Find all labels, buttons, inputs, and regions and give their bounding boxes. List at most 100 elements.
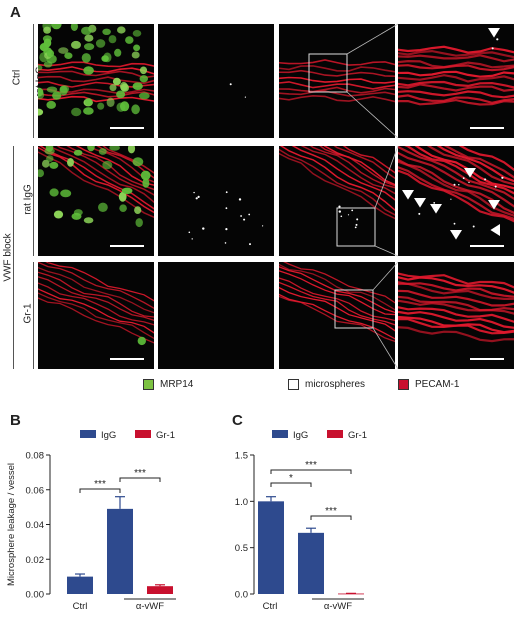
row-bracket-rat-igg [33,146,34,256]
mrp14-cell [43,26,51,34]
vessel-strand [398,90,514,99]
y-tick-label: 0.00 [26,590,45,601]
microsphere-dot [191,238,193,240]
mrp14-cell [38,90,45,100]
bar-gr-1-vwf [147,586,173,594]
vessel-strand [279,263,395,311]
vessel-strand [398,282,514,301]
zoom-connector-line [346,23,399,55]
y-tick-label: 0.02 [26,555,45,566]
vessel-strand [436,146,514,183]
mrp14-cell [81,53,91,63]
mrp14-cell [81,26,92,35]
mrp14-cell [87,146,95,152]
mrp14-cell [137,336,146,346]
micrograph-r1-c4 [398,24,514,138]
arrowhead-marker [450,230,462,240]
microsphere-dot [501,176,504,179]
mrp14-cell [38,108,44,116]
mrp14-cell [46,86,58,93]
microsphere-dot [472,225,475,228]
mrp14-cell [116,102,126,112]
legend-swatch-mrp14 [143,379,154,390]
vessel-strand [398,169,514,223]
mrp14-cell [42,159,50,168]
microsphere-dot [494,185,497,188]
mrp14-cell [131,51,140,59]
vessel-strand [398,326,514,343]
panel-c-letter: C [232,412,243,429]
micrograph-r2-c2 [158,146,274,256]
mrp14-cell [138,92,150,100]
microsphere-dot [351,209,354,212]
arrowhead-marker [414,198,426,208]
microsphere-dot [202,227,205,230]
arrowhead-marker [490,224,500,236]
arrowhead-marker [488,28,500,38]
mrp14-cell [125,36,134,44]
bar-igg-ctrl [258,501,284,594]
mrp14-cell [112,77,121,86]
legend-swatch-gr1 [327,430,343,438]
microsphere-dot [338,210,341,213]
mrp14-cell [51,24,62,30]
legend-pecam1: PECAM-1 [398,379,459,390]
microsphere-dot [418,212,421,215]
mrp14-cell [60,189,72,198]
mrp14-cell [84,97,93,106]
vessel-strand [279,295,395,343]
vessel-strand [398,70,514,78]
vessel-strand [398,160,514,217]
vessel-strand [319,146,395,187]
y-tick-label: 0.5 [235,543,248,554]
vessel-strand [279,76,395,84]
vessel-strand [398,45,514,54]
mrp14-cell [84,34,94,42]
x-label-ctrl: Ctrl [263,601,278,612]
microsphere-dot [229,83,232,86]
microsphere-dot [491,47,494,50]
mrp14-cell [46,100,56,109]
zoom-connector-line [374,245,399,257]
mrp14-cell [132,157,144,167]
vessel-strand [39,146,154,210]
mrp14-cell [71,107,82,117]
microsphere-dot [354,226,357,229]
legend-label-igg: IgG [101,430,116,441]
vessel-strand [333,146,395,180]
microsphere-dot [240,215,242,217]
bar-igg-ctrl [67,576,93,594]
vessel-strand [443,146,514,179]
mrp14-cell [83,107,94,115]
panel-b-letter: B [10,412,21,429]
vessel-strand [38,288,154,334]
micrograph-r1-c2 [158,24,274,138]
mrp14-cell [140,170,151,181]
vessel-strand [279,146,395,212]
vessel-strand [56,146,154,196]
vessel-strand [279,277,395,322]
vessel-strand [398,98,514,106]
mrp14-cell [139,75,148,83]
microsphere-dot [225,191,228,194]
vessel-strand [398,146,514,201]
mrp14-cell [73,209,83,216]
microsphere-dot [238,198,242,201]
zoom-connector-line [346,91,399,139]
vessel-strand [398,83,514,92]
zoom-connectors [346,23,399,370]
micrograph-r3-c2 [158,262,274,369]
vessel-strand [279,86,395,94]
microsphere-dot [433,202,436,204]
mrp14-cell [73,149,83,156]
vessel-strand [38,266,154,314]
mrp14-cell [109,84,117,92]
legend-mrp14: MRP14 [143,379,193,390]
vessel-strand [279,81,395,90]
vessel-strand [38,66,154,75]
mrp14-cell [132,82,143,90]
mrp14-cell [116,90,126,99]
significance-label: *** [305,460,317,471]
mrp14-cell [83,217,94,224]
